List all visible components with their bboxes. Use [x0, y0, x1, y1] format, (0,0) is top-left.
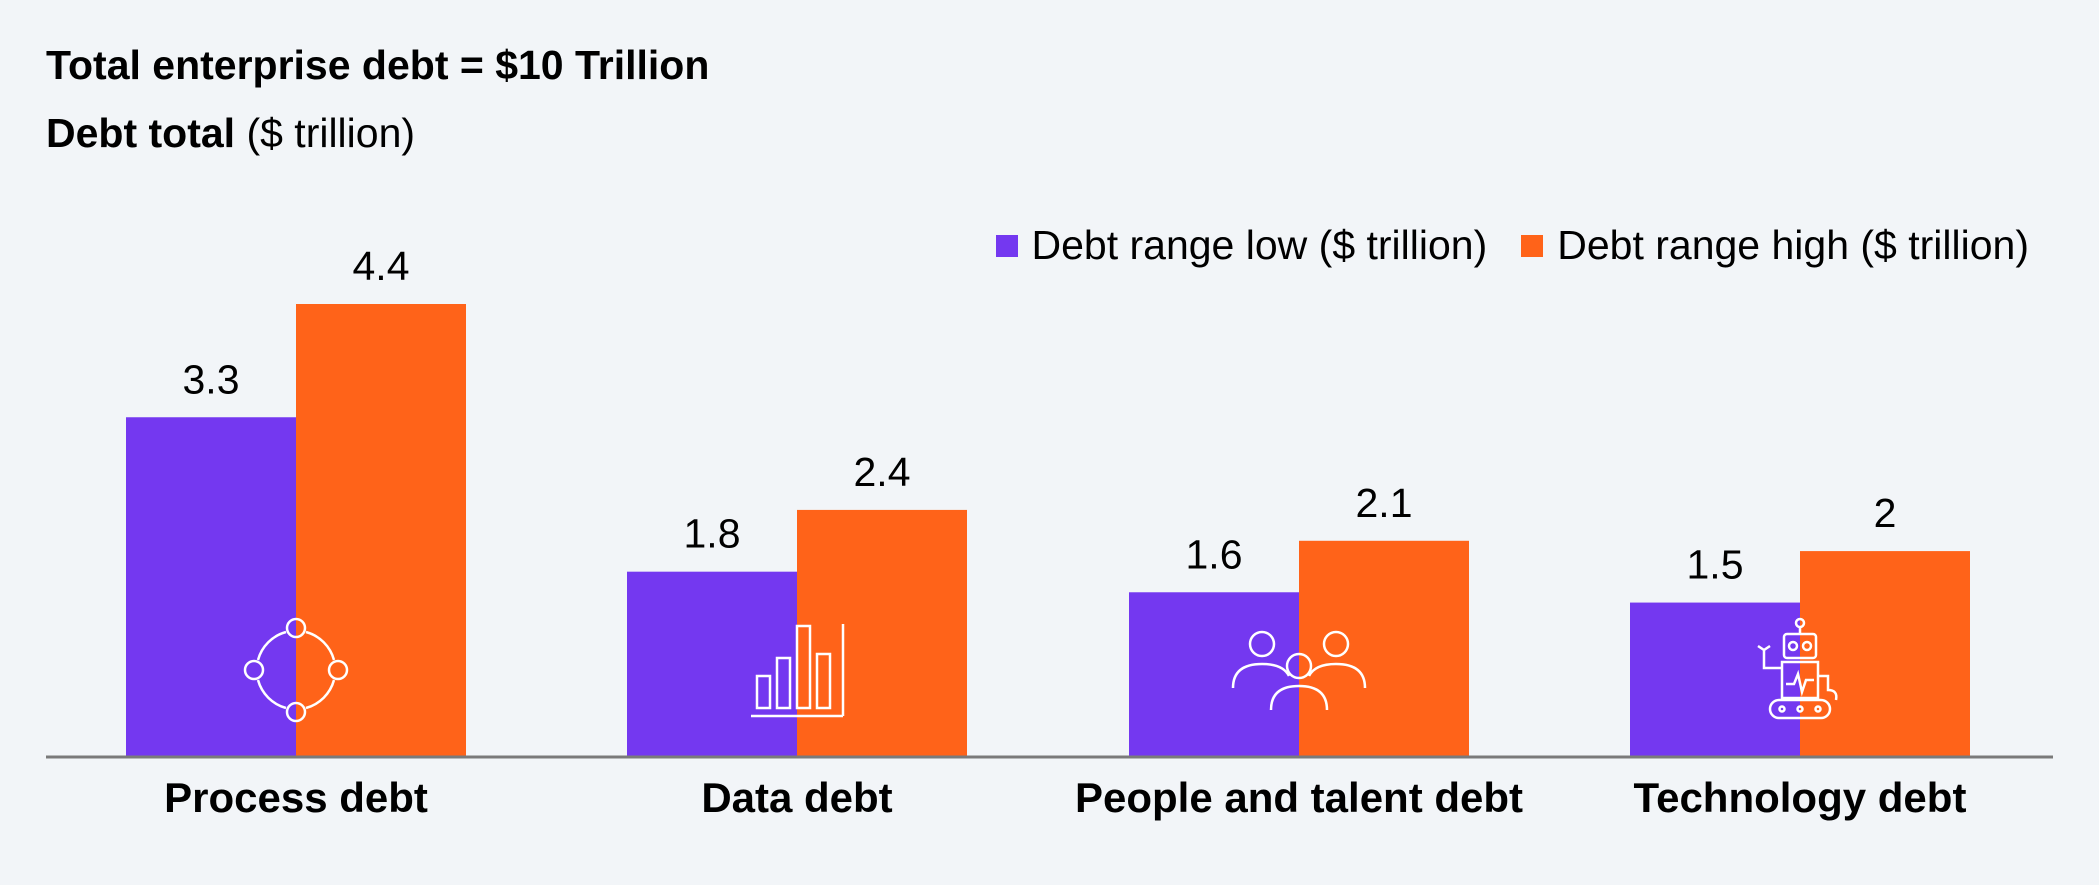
legend-swatch-low	[995, 234, 1018, 257]
legend-label-high: Debt range high ($ trillion)	[1557, 222, 2029, 268]
legend-swatch-high	[1521, 234, 1544, 257]
legend-item-high: Debt range high ($ trillion)	[1521, 222, 2029, 269]
value-label-high-1: 4.4	[353, 243, 410, 289]
bar-group-4: 1.5 2 Technology debt	[1630, 490, 1970, 821]
chart-legend: Debt range low ($ trillion) Debt range h…	[962, 222, 2029, 269]
bar-low-1	[126, 417, 296, 757]
bar-low-4	[1630, 602, 1800, 757]
category-label-2: Data debt	[701, 774, 892, 821]
legend-label-low: Debt range low ($ trillion)	[1031, 222, 1488, 268]
people-group-icon	[1231, 630, 1367, 711]
category-label-3: People and talent debt	[1075, 774, 1523, 821]
category-label-4: Technology debt	[1634, 774, 1967, 821]
legend-item-low: Debt range low ($ trillion)	[995, 222, 1488, 269]
robot-icon	[1757, 617, 1838, 720]
bar-high-4	[1800, 551, 1970, 757]
value-label-high-3: 2.1	[1356, 480, 1413, 526]
process-cycle-icon	[243, 617, 349, 723]
bar-high-3	[1299, 540, 1469, 757]
bar-group-1: 3.3 4.4 Process debt	[126, 243, 466, 821]
bar-group-3: 1.6 2.1 People and talent debt	[1075, 480, 1523, 821]
value-label-high-4: 2	[1874, 490, 1897, 536]
value-label-high-2: 2.4	[854, 449, 911, 495]
bar-high-1	[296, 304, 466, 757]
chart-subtitle: Debt total ($ trillion)	[46, 110, 415, 157]
value-label-low-2: 1.8	[684, 511, 741, 557]
value-label-low-3: 1.6	[1186, 531, 1243, 577]
bar-chart-icon	[751, 624, 845, 718]
subtitle-bold: Debt total	[46, 110, 236, 156]
bar-low-2	[627, 571, 797, 757]
category-label-1: Process debt	[164, 774, 428, 821]
bar-high-2	[797, 509, 967, 757]
subtitle-unit: ($ trillion)	[246, 110, 416, 156]
bar-group-2: 1.8 2.4 Data debt	[627, 449, 967, 821]
value-label-low-4: 1.5	[1687, 542, 1744, 588]
value-label-low-1: 3.3	[183, 356, 240, 402]
bar-low-3	[1129, 592, 1299, 757]
chart-title: Total enterprise debt = $10 Trillion	[46, 42, 710, 88]
